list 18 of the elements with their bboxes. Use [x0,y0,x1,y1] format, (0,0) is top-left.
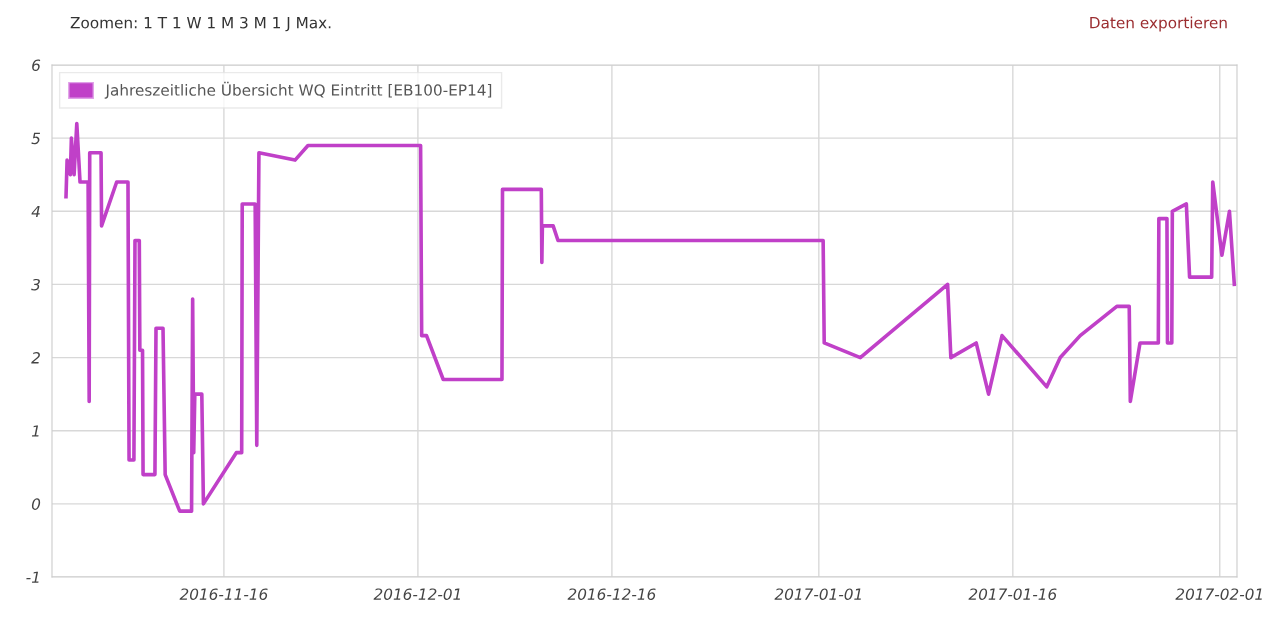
text: Daten exportieren [1090,16,1227,32]
x-tick-label: 2017-01-01 [774,588,861,600]
text: Zoomen: 1 T 1 W 1 M 3 M 1 J Max. [70,16,331,32]
y-tick-label: -1 [26,571,39,583]
y-tick-label: 1 [31,425,39,437]
y-tick-label: 3 [31,278,40,291]
x-tick-label: 2016-12-16 [567,588,656,600]
line-series [64,121,1237,513]
x-tick-label: 2016-12-01 [373,588,460,600]
legend-label: Jahreszeitliche Übersicht WQ Eintritt [EB100-EP14] [104,81,492,99]
y-tick-label: 2 [31,352,40,364]
y-tick-label: 6 [32,59,41,72]
x-tick-label: 2016-11-16 [179,588,268,600]
y-tick-label: 4 [31,205,40,218]
x-tick-label: 2017-01-16 [968,588,1057,600]
y-tick-label: 5 [31,132,41,145]
y-tick-label: 0 [31,498,41,510]
x-tick-label: 2017-02-01 [1175,588,1262,600]
